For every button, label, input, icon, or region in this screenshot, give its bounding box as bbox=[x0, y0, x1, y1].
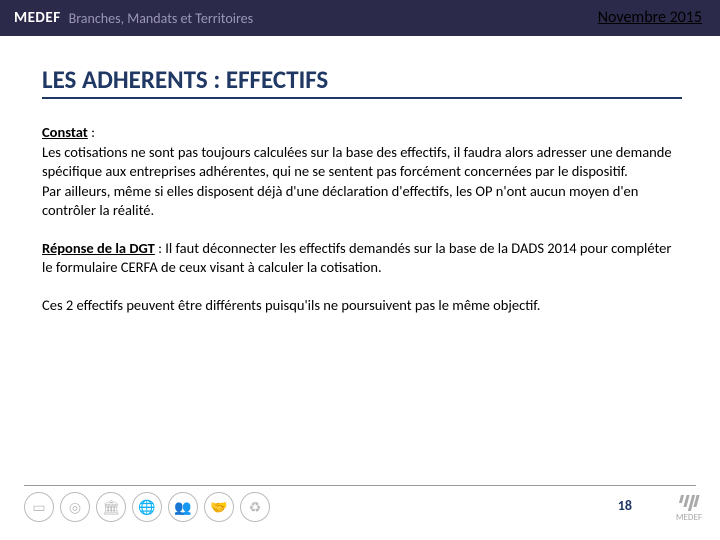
reponse-block: Réponse de la DGT : Il faut déconnecter … bbox=[42, 239, 682, 278]
constat-sep: : bbox=[88, 123, 95, 141]
footer-logo-bars bbox=[676, 495, 702, 511]
content-area: LES ADHERENTS : EFFECTIFS Constat : Les … bbox=[0, 36, 720, 316]
people-icon: 👥 bbox=[168, 492, 198, 522]
building-icon: 🏛 bbox=[96, 492, 126, 522]
footer-icon-row: ▭◎🏛🌐👥🤝♻ bbox=[24, 492, 270, 522]
handshake-icon: 🤝 bbox=[204, 492, 234, 522]
footer-rule bbox=[24, 485, 696, 486]
reponse-label: Réponse de la DGT bbox=[42, 239, 155, 257]
footer: ▭◎🏛🌐👥🤝♻ 18 MEDEF bbox=[0, 484, 720, 524]
cycle-icon: ♻ bbox=[240, 492, 270, 522]
constat-text: Les cotisations ne sont pas toujours cal… bbox=[42, 143, 672, 220]
reponse-sep: : bbox=[155, 239, 165, 257]
constat-label: Constat bbox=[42, 123, 88, 141]
footer-logo: MEDEF bbox=[676, 495, 702, 522]
page-number: 18 bbox=[618, 497, 632, 514]
constat-block: Constat : Les cotisations ne sont pas to… bbox=[42, 123, 682, 221]
footer-logo-text: MEDEF bbox=[676, 513, 702, 522]
presentation-icon: ▭ bbox=[24, 492, 54, 522]
note-text: Ces 2 effectifs peuvent être différents … bbox=[42, 296, 682, 316]
target-icon: ◎ bbox=[60, 492, 90, 522]
globe-icon: 🌐 bbox=[132, 492, 162, 522]
page-title: LES ADHERENTS : EFFECTIFS bbox=[42, 64, 682, 99]
date-label: Novembre 2015 bbox=[598, 8, 702, 27]
header-logo-main: MEDEF bbox=[14, 9, 61, 27]
header-logo-sub: Branches, Mandats et Territoires bbox=[69, 10, 254, 27]
